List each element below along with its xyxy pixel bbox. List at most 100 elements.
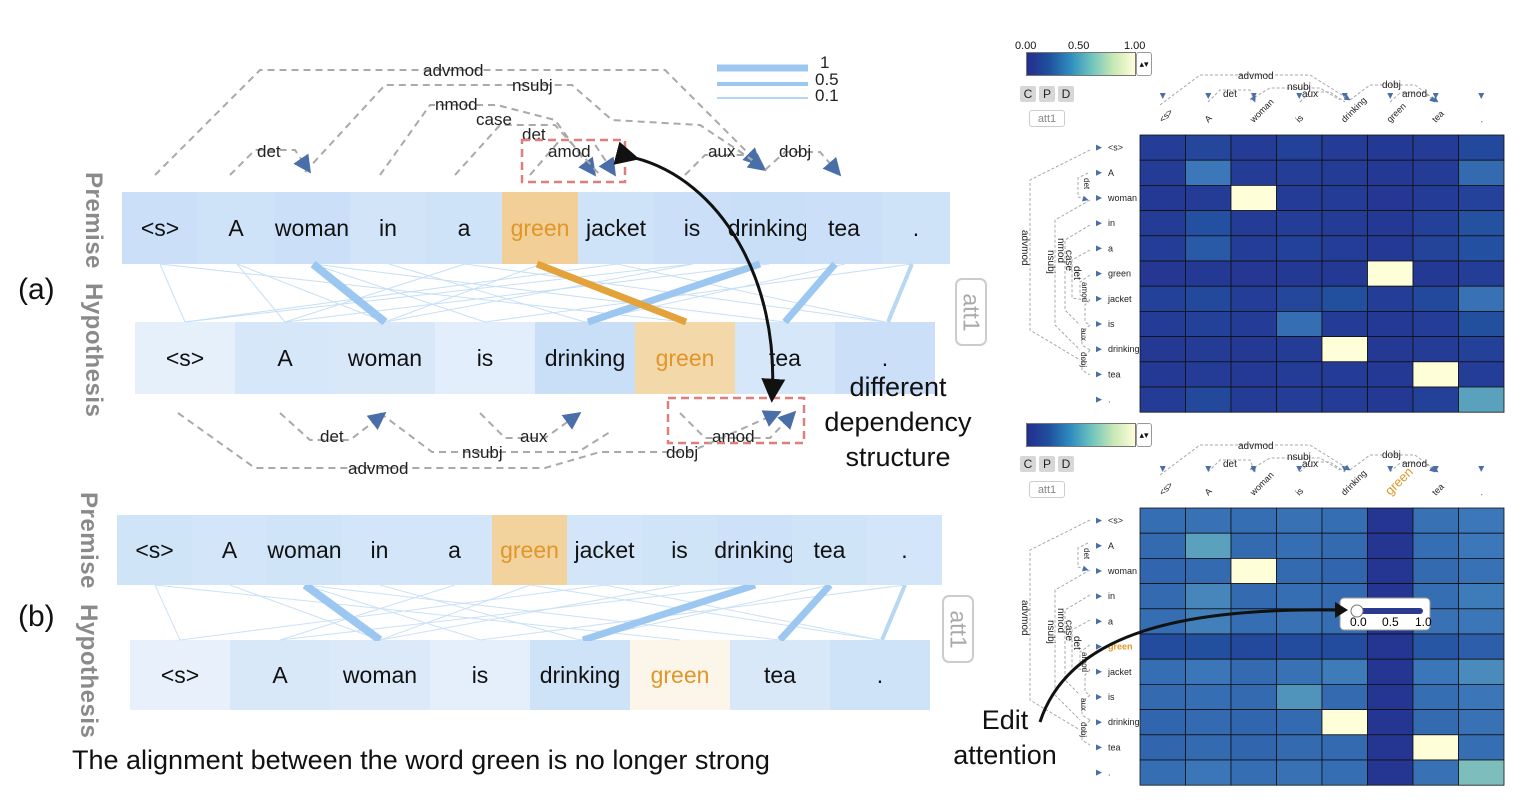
heatmap-cell[interactable]: [1458, 557, 1505, 584]
heatmap-cell[interactable]: [1185, 336, 1232, 363]
heatmap-cell[interactable]: [1321, 185, 1368, 212]
heatmap-cell[interactable]: [1230, 658, 1277, 685]
heatmap-cell[interactable]: [1458, 386, 1505, 413]
heatmap-cell[interactable]: [1185, 235, 1232, 262]
token[interactable]: in: [342, 515, 417, 585]
heatmap-cell[interactable]: [1458, 159, 1505, 186]
token[interactable]: .: [867, 515, 942, 585]
heatmap-cell[interactable]: [1185, 734, 1232, 761]
heatmap-cell[interactable]: [1230, 532, 1277, 559]
heatmap-cell[interactable]: [1321, 235, 1368, 262]
heatmap-cell[interactable]: [1276, 285, 1323, 312]
heatmap-cell[interactable]: [1185, 633, 1232, 660]
heatmap-cell[interactable]: [1458, 134, 1505, 161]
token[interactable]: .: [835, 322, 935, 394]
token[interactable]: a: [426, 192, 502, 264]
heatmap-cell[interactable]: [1276, 532, 1323, 559]
heatmap-cell[interactable]: [1139, 658, 1186, 685]
heatmap-cell[interactable]: [1412, 336, 1459, 363]
att1-button-b[interactable]: att1: [942, 595, 974, 663]
heatmap-cell[interactable]: [1321, 386, 1368, 413]
heatmap-cell[interactable]: [1139, 235, 1186, 262]
token[interactable]: <s>: [122, 192, 198, 264]
token[interactable]: <s>: [130, 640, 230, 710]
c-button[interactable]: C: [1020, 86, 1036, 102]
heatmap-cell[interactable]: [1412, 683, 1459, 710]
heatmap-cell[interactable]: [1139, 709, 1186, 736]
token[interactable]: tea: [806, 192, 882, 264]
heatmap-cell[interactable]: [1185, 260, 1232, 287]
heatmap-cell[interactable]: [1458, 260, 1505, 287]
heatmap-cell[interactable]: [1139, 336, 1186, 363]
token[interactable]: A: [235, 322, 335, 394]
heatmap-cell[interactable]: [1276, 507, 1323, 534]
heatmap-cell[interactable]: [1367, 235, 1414, 262]
heatmap-cell[interactable]: [1458, 734, 1505, 761]
heatmap-cell[interactable]: [1276, 310, 1323, 337]
heatmap-cell[interactable]: [1321, 210, 1368, 237]
heatmap-cell[interactable]: [1139, 185, 1186, 212]
heatmap-cell[interactable]: [1412, 134, 1459, 161]
token[interactable]: <s>: [135, 322, 235, 394]
token[interactable]: woman: [335, 322, 435, 394]
heatmap-cell[interactable]: [1230, 336, 1277, 363]
heatmap-cell[interactable]: [1185, 658, 1232, 685]
heatmap-cell[interactable]: [1230, 235, 1277, 262]
heatmap-cell[interactable]: [1367, 210, 1414, 237]
heatmap-cell[interactable]: [1230, 734, 1277, 761]
heatmap-cell[interactable]: [1367, 361, 1414, 388]
token[interactable]: drinking: [530, 640, 630, 710]
token[interactable]: A: [230, 640, 330, 710]
colorbar-spinner[interactable]: ▴▾: [1136, 423, 1152, 447]
heatmap-cell[interactable]: [1276, 336, 1323, 363]
d-button[interactable]: D: [1058, 456, 1074, 472]
heatmap-cell[interactable]: [1412, 361, 1459, 388]
heatmap-cell[interactable]: [1139, 285, 1186, 312]
token[interactable]: .: [830, 640, 930, 710]
heatmap-cell[interactable]: [1276, 633, 1323, 660]
heatmap-cell[interactable]: [1458, 608, 1505, 635]
token[interactable]: is: [430, 640, 530, 710]
heatmap-cell[interactable]: [1139, 361, 1186, 388]
heatmap-cell[interactable]: [1230, 507, 1277, 534]
heatmap-cell[interactable]: [1321, 507, 1368, 534]
heatmap-cell[interactable]: [1230, 185, 1277, 212]
heatmap-cell[interactable]: [1139, 734, 1186, 761]
heatmap-cell[interactable]: [1185, 310, 1232, 337]
p-button[interactable]: P: [1039, 86, 1055, 102]
heatmap-cell[interactable]: [1367, 759, 1414, 786]
p-button[interactable]: P: [1039, 456, 1055, 472]
heatmap-cell[interactable]: [1230, 361, 1277, 388]
heatmap-cell[interactable]: [1139, 759, 1186, 786]
heatmap-cell[interactable]: [1321, 683, 1368, 710]
heatmap-cell[interactable]: [1139, 134, 1186, 161]
heatmap-cell[interactable]: [1458, 759, 1505, 786]
heatmap-cell[interactable]: [1230, 134, 1277, 161]
token[interactable]: woman: [330, 640, 430, 710]
heatmap-cell[interactable]: [1412, 633, 1459, 660]
heatmap-cell[interactable]: [1458, 210, 1505, 237]
heatmap-cell[interactable]: [1321, 134, 1368, 161]
heatmap-cell[interactable]: [1367, 134, 1414, 161]
heatmap-cell[interactable]: [1412, 310, 1459, 337]
heatmap-cell[interactable]: [1230, 759, 1277, 786]
heatmap-cell[interactable]: [1185, 134, 1232, 161]
heatmap-cell[interactable]: [1367, 734, 1414, 761]
heatmap-cell[interactable]: [1230, 285, 1277, 312]
heatmap-cell[interactable]: [1230, 709, 1277, 736]
heatmap-cell[interactable]: [1139, 507, 1186, 534]
heatmap-cell[interactable]: [1276, 260, 1323, 287]
heatmap-cell[interactable]: [1367, 658, 1414, 685]
heatmap-cell[interactable]: [1276, 159, 1323, 186]
heatmap-cell[interactable]: [1367, 159, 1414, 186]
heatmap-cell[interactable]: [1139, 210, 1186, 237]
heatmap-cell[interactable]: [1276, 210, 1323, 237]
heatmap-cell[interactable]: [1458, 532, 1505, 559]
heatmap-cell[interactable]: [1458, 310, 1505, 337]
heatmap-cell[interactable]: [1230, 583, 1277, 610]
token[interactable]: is: [642, 515, 717, 585]
heatmap-cell[interactable]: [1185, 759, 1232, 786]
heatmap-cell[interactable]: [1276, 608, 1323, 635]
heatmap-cell[interactable]: [1185, 709, 1232, 736]
heatmap-cell[interactable]: [1185, 285, 1232, 312]
